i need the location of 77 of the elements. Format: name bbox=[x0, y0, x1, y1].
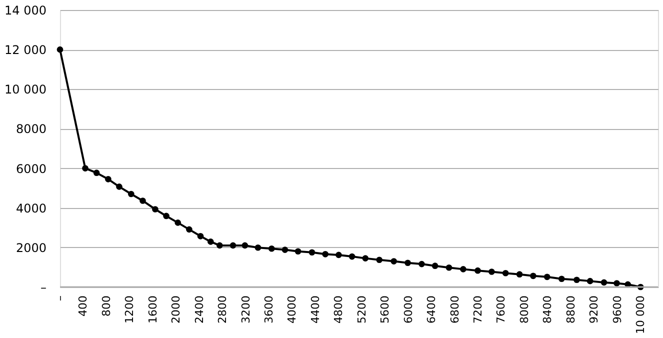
x-tick-label: 2800 bbox=[216, 296, 230, 324]
point bbox=[474, 267, 481, 274]
point bbox=[242, 242, 248, 249]
y-tick-label: 2000 bbox=[16, 240, 46, 255]
point bbox=[208, 238, 214, 245]
point bbox=[336, 252, 342, 258]
y-tick-label: – bbox=[40, 280, 46, 294]
x-tick-label: 400 bbox=[76, 296, 90, 316]
point bbox=[174, 220, 182, 226]
y-tick-label: 14 000 bbox=[4, 4, 46, 18]
point bbox=[254, 244, 262, 251]
point bbox=[294, 248, 302, 255]
x-tick-label: 6400 bbox=[425, 296, 438, 324]
x-tick-label: 5600 bbox=[378, 296, 392, 324]
point bbox=[348, 253, 356, 260]
y-tick-label: 4000 bbox=[16, 201, 46, 216]
point bbox=[230, 242, 236, 249]
point bbox=[216, 242, 223, 249]
x-tick-label: 3200 bbox=[239, 296, 252, 324]
point bbox=[308, 249, 316, 256]
point bbox=[404, 260, 411, 266]
x-tick-label: 5200 bbox=[355, 296, 368, 324]
x-tick-label: 4000 bbox=[286, 296, 299, 324]
point bbox=[268, 245, 275, 252]
x-tick-label: 6000 bbox=[402, 296, 415, 324]
y-tick-label: 12 000 bbox=[4, 43, 46, 58]
x-tick-label: 800 bbox=[100, 296, 113, 316]
point bbox=[163, 212, 170, 220]
x-tick-label: 4800 bbox=[332, 296, 346, 324]
point bbox=[432, 262, 438, 269]
point bbox=[376, 256, 382, 264]
point bbox=[140, 198, 146, 204]
point bbox=[116, 184, 122, 190]
point bbox=[558, 276, 565, 282]
x-tick-label: 2400 bbox=[192, 296, 206, 324]
point bbox=[93, 170, 100, 176]
point bbox=[282, 246, 288, 253]
point bbox=[128, 190, 134, 198]
x-tick-label: 9600 bbox=[610, 296, 624, 324]
x-tick-label: 4400 bbox=[308, 296, 322, 324]
x-tick-label: 1600 bbox=[146, 296, 160, 324]
point bbox=[418, 260, 425, 268]
point bbox=[322, 251, 328, 258]
point bbox=[197, 232, 204, 240]
point bbox=[488, 268, 495, 275]
point bbox=[152, 206, 158, 212]
x-tick-label: 8000 bbox=[518, 296, 531, 324]
x-tick-label: 7600 bbox=[494, 296, 508, 324]
x-tick-label: 8800 bbox=[564, 296, 578, 324]
point bbox=[614, 280, 620, 286]
point bbox=[574, 276, 580, 284]
x-tick-label: 3600 bbox=[262, 296, 276, 324]
point bbox=[530, 272, 536, 280]
x-tick-label: 9200 bbox=[588, 296, 601, 324]
x-tick-label: 6800 bbox=[448, 296, 462, 324]
point bbox=[390, 258, 397, 264]
x-tick-label: 8400 bbox=[541, 296, 554, 324]
x-tick-label: 7200 bbox=[472, 296, 485, 324]
y-tick-label: 6000 bbox=[16, 162, 46, 176]
x-tick-label: – bbox=[54, 296, 66, 301]
x-tick-label: 1200 bbox=[123, 296, 136, 324]
y-tick-label: 8000 bbox=[16, 122, 46, 136]
point bbox=[544, 274, 550, 280]
point bbox=[362, 255, 369, 262]
point bbox=[460, 266, 466, 272]
point bbox=[82, 165, 88, 172]
x-tick-label: 2000 bbox=[170, 296, 183, 324]
point bbox=[600, 279, 608, 286]
point bbox=[56, 46, 64, 53]
point bbox=[586, 278, 594, 284]
point bbox=[446, 264, 452, 271]
point bbox=[186, 226, 192, 233]
y-tick-label: 10 000 bbox=[4, 82, 46, 97]
x-tick-label: 10 000 bbox=[634, 296, 648, 334]
point bbox=[516, 271, 523, 278]
point bbox=[502, 270, 509, 276]
point bbox=[105, 176, 112, 182]
